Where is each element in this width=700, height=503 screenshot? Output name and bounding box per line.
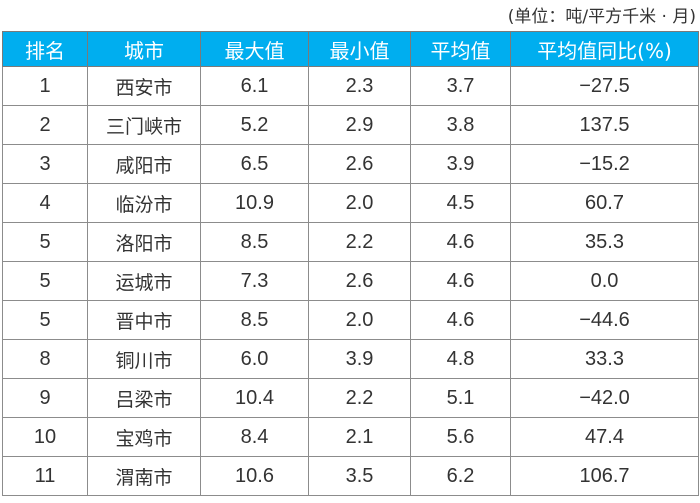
- table-row: 9 吕梁市 10.4 2.2 5.1 −42.0: [2, 378, 699, 418]
- header-row: 排名 城市 最大值 最小值 平均值 平均值同比(%): [2, 31, 699, 67]
- cell-city: 西安市: [87, 66, 201, 106]
- cell-city: 渭南市: [87, 456, 201, 496]
- table-row: 5 运城市 7.3 2.6 4.6 0.0: [2, 261, 699, 301]
- cell-rank: 11: [2, 456, 88, 496]
- cell-avg: 4.8: [410, 339, 511, 379]
- cell-avg: 3.7: [410, 66, 511, 106]
- cell-rank: 5: [2, 261, 88, 301]
- table-row: 1 西安市 6.1 2.3 3.7 −27.5: [2, 66, 699, 106]
- column-header-city: 城市: [87, 31, 201, 67]
- cell-min: 2.9: [308, 105, 411, 145]
- cell-rank: 1: [2, 66, 88, 106]
- cell-city: 宝鸡市: [87, 417, 201, 457]
- cell-min: 2.1: [308, 417, 411, 457]
- table-row: 2 三门峡市 5.2 2.9 3.8 137.5: [2, 105, 699, 145]
- cell-yoy: −27.5: [510, 66, 699, 106]
- table-row: 5 晋中市 8.5 2.0 4.6 −44.6: [2, 300, 699, 340]
- cell-avg: 4.6: [410, 222, 511, 262]
- cell-yoy: 35.3: [510, 222, 699, 262]
- cell-min: 3.9: [308, 339, 411, 379]
- cell-yoy: 47.4: [510, 417, 699, 457]
- cell-yoy: 60.7: [510, 183, 699, 223]
- cell-rank: 9: [2, 378, 88, 418]
- cell-rank: 3: [2, 144, 88, 184]
- cell-city: 铜川市: [87, 339, 201, 379]
- cell-rank: 5: [2, 300, 88, 340]
- cell-max: 10.4: [200, 378, 309, 418]
- cell-min: 2.0: [308, 183, 411, 223]
- cell-city: 运城市: [87, 261, 201, 301]
- column-header-max: 最大值: [200, 31, 309, 67]
- table-row: 10 宝鸡市 8.4 2.1 5.6 47.4: [2, 417, 699, 457]
- cell-avg: 3.9: [410, 144, 511, 184]
- cell-city: 三门峡市: [87, 105, 201, 145]
- table-row: 5 洛阳市 8.5 2.2 4.6 35.3: [2, 222, 699, 262]
- cell-avg: 6.2: [410, 456, 511, 496]
- cell-yoy: 106.7: [510, 456, 699, 496]
- cell-max: 8.4: [200, 417, 309, 457]
- cell-city: 洛阳市: [87, 222, 201, 262]
- table-row: 3 咸阳市 6.5 2.6 3.9 −15.2: [2, 144, 699, 184]
- column-header-avg: 平均值: [410, 31, 511, 67]
- cell-min: 2.6: [308, 144, 411, 184]
- table-row: 8 铜川市 6.0 3.9 4.8 33.3: [2, 339, 699, 379]
- unit-note: (单位：吨/平方千米 · 月): [507, 7, 696, 27]
- column-header-yoy: 平均值同比(%): [510, 31, 699, 67]
- cell-max: 5.2: [200, 105, 309, 145]
- cell-max: 10.6: [200, 456, 309, 496]
- cell-city: 吕梁市: [87, 378, 201, 418]
- cell-yoy: −15.2: [510, 144, 699, 184]
- cell-rank: 5: [2, 222, 88, 262]
- column-header-rank: 排名: [2, 31, 88, 67]
- cell-city: 晋中市: [87, 300, 201, 340]
- cell-avg: 4.6: [410, 261, 511, 301]
- cell-min: 2.2: [308, 378, 411, 418]
- cell-city: 临汾市: [87, 183, 201, 223]
- cell-rank: 2: [2, 105, 88, 145]
- cell-min: 3.5: [308, 456, 411, 496]
- cell-avg: 5.6: [410, 417, 511, 457]
- cell-max: 6.1: [200, 66, 309, 106]
- cell-min: 2.3: [308, 66, 411, 106]
- cell-avg: 3.8: [410, 105, 511, 145]
- cell-rank: 8: [2, 339, 88, 379]
- cell-avg: 4.5: [410, 183, 511, 223]
- cell-max: 8.5: [200, 222, 309, 262]
- cell-yoy: 0.0: [510, 261, 699, 301]
- cell-max: 6.0: [200, 339, 309, 379]
- cell-min: 2.0: [308, 300, 411, 340]
- cell-yoy: −42.0: [510, 378, 699, 418]
- cell-max: 10.9: [200, 183, 309, 223]
- cell-rank: 4: [2, 183, 88, 223]
- cell-yoy: 137.5: [510, 105, 699, 145]
- cell-avg: 5.1: [410, 378, 511, 418]
- cell-rank: 10: [2, 417, 88, 457]
- cell-max: 8.5: [200, 300, 309, 340]
- table-row: 4 临汾市 10.9 2.0 4.5 60.7: [2, 183, 699, 223]
- cell-city: 咸阳市: [87, 144, 201, 184]
- column-header-min: 最小值: [308, 31, 411, 67]
- cell-avg: 4.6: [410, 300, 511, 340]
- data-table: 排名 城市 最大值 最小值 平均值 平均值同比(%) 1 西安市 6.1 2.3 3.7 −27.5…: [2, 31, 699, 496]
- cell-max: 7.3: [200, 261, 309, 301]
- table-row: 11 渭南市 10.6 3.5 6.2 106.7: [2, 456, 699, 496]
- cell-yoy: 33.3: [510, 339, 699, 379]
- cell-yoy: −44.6: [510, 300, 699, 340]
- cell-min: 2.2: [308, 222, 411, 262]
- cell-min: 2.6: [308, 261, 411, 301]
- cell-max: 6.5: [200, 144, 309, 184]
